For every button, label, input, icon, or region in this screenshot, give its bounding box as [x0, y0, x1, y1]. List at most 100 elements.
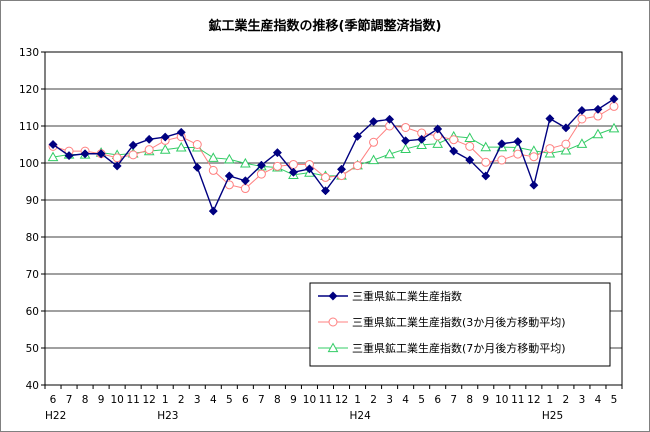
data-point	[240, 176, 250, 186]
data-point	[561, 139, 571, 149]
data-point	[64, 151, 74, 161]
data-point	[80, 149, 90, 159]
data-point	[416, 139, 428, 149]
data-point	[545, 144, 555, 154]
data-point	[272, 161, 282, 171]
x-tick-label: 5	[418, 394, 425, 406]
legend-marker	[328, 317, 338, 327]
y-tick-label: 130	[19, 47, 39, 59]
data-point	[529, 180, 539, 190]
data-point	[369, 137, 379, 147]
data-point	[159, 144, 171, 154]
x-tick-label: 7	[258, 394, 265, 406]
data-point	[449, 146, 459, 156]
x-tick-label: 1	[354, 394, 361, 406]
legend-entry: 三重県鉱工業生産指数	[318, 289, 462, 303]
data-point	[560, 144, 572, 155]
data-point	[288, 159, 298, 169]
x-tick-label: 4	[210, 394, 217, 406]
data-point	[608, 122, 620, 133]
data-point	[449, 135, 459, 145]
data-point	[513, 149, 523, 159]
data-point	[352, 131, 363, 141]
x-tick-label: 10	[110, 394, 123, 406]
data-point	[433, 124, 443, 134]
data-point	[545, 114, 555, 124]
data-point	[208, 165, 218, 175]
data-point	[401, 136, 411, 146]
series-1	[48, 94, 619, 216]
x-tick-label: 9	[98, 394, 105, 406]
data-point	[609, 101, 619, 111]
x-tick-label: 12	[142, 394, 155, 406]
legend-marker	[328, 291, 338, 301]
data-point	[593, 104, 603, 114]
x-tick-label: 9	[290, 394, 297, 406]
y-axis-ticks: 40 50 60 70 80 90 100 110 120 130	[19, 47, 45, 392]
x-tick-label: 1	[162, 394, 169, 406]
x-tick-label: 5	[226, 394, 233, 406]
data-point	[96, 149, 106, 159]
data-point	[128, 140, 138, 150]
x-tick-label: 11	[126, 394, 139, 406]
legend-label: 三重県鉱工業生産指数(3か月後方移動平均)	[352, 315, 566, 329]
x-tick-label: 2	[563, 394, 570, 406]
x-tick-label: 11	[319, 394, 332, 406]
data-point	[160, 132, 170, 142]
x-tick-label: 10	[303, 394, 316, 406]
data-point	[256, 160, 266, 170]
x-tick-label: 12	[527, 394, 540, 406]
data-point	[497, 139, 507, 149]
data-point	[288, 167, 298, 177]
data-point	[239, 157, 251, 168]
x-tick-label: 10	[495, 394, 508, 406]
data-point	[48, 139, 58, 150]
legend-entry: 三重県鉱工業生産指数(7か月後方移動平均)	[318, 341, 566, 355]
data-point	[576, 138, 588, 148]
data-point	[223, 153, 235, 164]
data-point	[385, 114, 395, 124]
data-point	[272, 148, 282, 158]
data-point	[481, 171, 491, 181]
x-tick-label: 8	[274, 394, 281, 406]
y-tick-label: 50	[26, 343, 39, 355]
era-label: H24	[350, 410, 372, 422]
data-point	[207, 152, 219, 162]
data-point	[465, 141, 475, 151]
data-point	[464, 132, 476, 142]
data-point	[336, 164, 347, 174]
y-tick-label: 70	[26, 269, 39, 281]
x-tick-label: 4	[402, 394, 409, 406]
data-point	[176, 127, 186, 137]
x-tick-label: 8	[82, 394, 89, 406]
data-point	[369, 117, 379, 127]
data-point	[577, 114, 587, 124]
x-tick-label: 7	[66, 394, 73, 406]
data-point	[240, 184, 250, 194]
data-point	[320, 172, 330, 182]
x-tick-label: 6	[242, 394, 249, 406]
data-point	[384, 148, 395, 159]
data-point	[609, 94, 619, 104]
data-point	[208, 206, 218, 216]
data-point	[465, 155, 475, 165]
legend-label: 三重県鉱工業生産指数	[352, 289, 462, 303]
data-point	[513, 136, 523, 147]
x-tick-label: 3	[194, 394, 201, 406]
gridlines	[45, 88, 622, 349]
data-point	[144, 145, 154, 155]
data-point	[128, 150, 138, 160]
data-point	[192, 162, 202, 172]
era-label: H25	[542, 410, 563, 422]
x-tick-label: 9	[482, 394, 489, 406]
data-point	[112, 153, 122, 163]
legend-box	[309, 282, 611, 367]
data-point	[144, 134, 154, 144]
data-point	[353, 161, 363, 171]
data-point	[417, 134, 427, 144]
y-tick-label: 110	[19, 121, 39, 133]
data-point	[256, 169, 266, 179]
data-point	[401, 122, 411, 132]
